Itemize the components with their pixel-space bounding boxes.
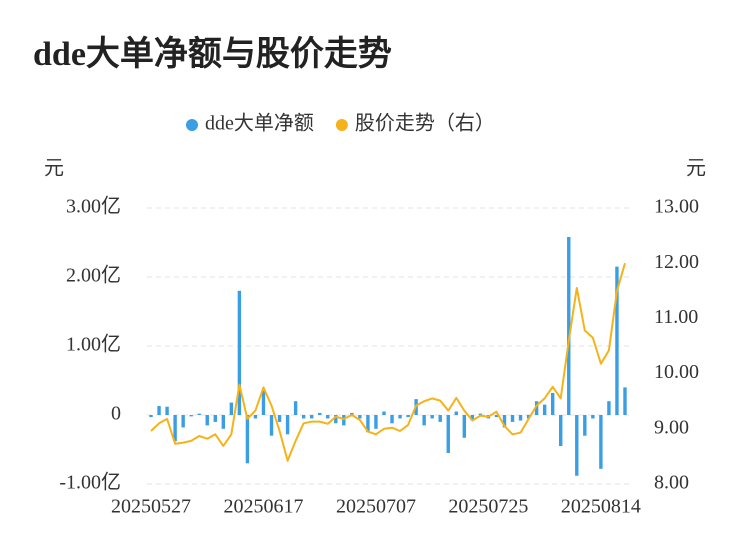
x-tick-label: 20250707 xyxy=(336,496,416,518)
bar xyxy=(149,415,153,418)
x-tick-label: 20250725 xyxy=(448,496,528,518)
x-tick-label: 20250814 xyxy=(561,496,641,518)
bar xyxy=(510,415,515,422)
bar xyxy=(342,415,346,426)
bar xyxy=(165,406,169,415)
bar xyxy=(406,415,410,418)
bar xyxy=(253,415,258,419)
bar xyxy=(398,415,402,419)
bar xyxy=(454,411,458,415)
bar xyxy=(591,415,595,419)
bar xyxy=(269,415,274,436)
y2-tick-label: 13.00 xyxy=(654,196,699,218)
bar xyxy=(550,392,555,415)
bar xyxy=(615,266,619,415)
y2-tick-label: 10.00 xyxy=(654,361,699,383)
bar xyxy=(575,415,579,476)
bar xyxy=(623,387,627,415)
legend-label: dde大单净额 xyxy=(205,112,314,135)
bar xyxy=(301,415,306,419)
legend-marker xyxy=(186,119,198,131)
bar xyxy=(502,415,507,428)
bar xyxy=(326,415,330,419)
bar xyxy=(494,415,499,418)
bar xyxy=(366,415,370,433)
bar xyxy=(430,415,434,419)
bar xyxy=(358,415,362,419)
bar xyxy=(526,415,531,419)
bar xyxy=(374,415,378,429)
bar xyxy=(567,236,571,415)
bar xyxy=(438,415,442,422)
bar xyxy=(205,415,209,426)
bar xyxy=(470,415,475,421)
bar xyxy=(334,415,338,424)
bar xyxy=(277,415,282,422)
x-tick-label: 20250617 xyxy=(223,496,303,518)
legend-label: 股价走势（右） xyxy=(355,112,495,135)
bar xyxy=(382,411,386,415)
bar xyxy=(229,402,234,415)
bar xyxy=(462,415,467,438)
bar xyxy=(293,401,298,415)
y-tick-label: 1.00亿 xyxy=(66,333,121,356)
bar xyxy=(237,290,242,415)
bar xyxy=(518,415,523,421)
y2-tick-label: 11.00 xyxy=(654,306,698,328)
y-tick-label: 3.00亿 xyxy=(66,195,121,218)
bar xyxy=(309,415,314,419)
bar xyxy=(189,415,193,417)
bar xyxy=(197,413,201,415)
y-unit: 元 xyxy=(44,158,64,180)
y2-tick-label: 9.00 xyxy=(654,416,689,438)
bar xyxy=(534,401,539,415)
y-tick-label: -1.00亿 xyxy=(59,471,121,494)
x-tick-label: 20250527 xyxy=(111,496,191,518)
y2-unit: 元 xyxy=(686,158,706,180)
bar xyxy=(318,412,322,415)
price-line xyxy=(150,262,626,462)
bar xyxy=(422,415,426,426)
chart-title: dde大单净额与股价走势 xyxy=(33,35,392,73)
bar xyxy=(390,415,394,424)
bar xyxy=(213,415,217,422)
y2-tick-label: 12.00 xyxy=(654,251,699,273)
bar xyxy=(446,415,450,453)
bar xyxy=(181,415,185,428)
bar xyxy=(583,415,587,436)
y-tick-label: 0 xyxy=(111,403,121,425)
legend-marker xyxy=(335,119,348,131)
bar xyxy=(261,390,266,415)
y2-tick-label: 8.00 xyxy=(654,472,689,494)
bar xyxy=(542,404,547,415)
bar xyxy=(559,415,563,447)
y-tick-label: 2.00亿 xyxy=(66,264,121,287)
bar xyxy=(350,412,354,415)
bar xyxy=(245,415,250,464)
bar xyxy=(173,415,177,442)
bar xyxy=(157,406,161,415)
bar xyxy=(607,401,611,415)
bar xyxy=(599,415,603,469)
bar xyxy=(478,413,483,415)
bar xyxy=(285,415,290,435)
bar xyxy=(221,415,226,429)
